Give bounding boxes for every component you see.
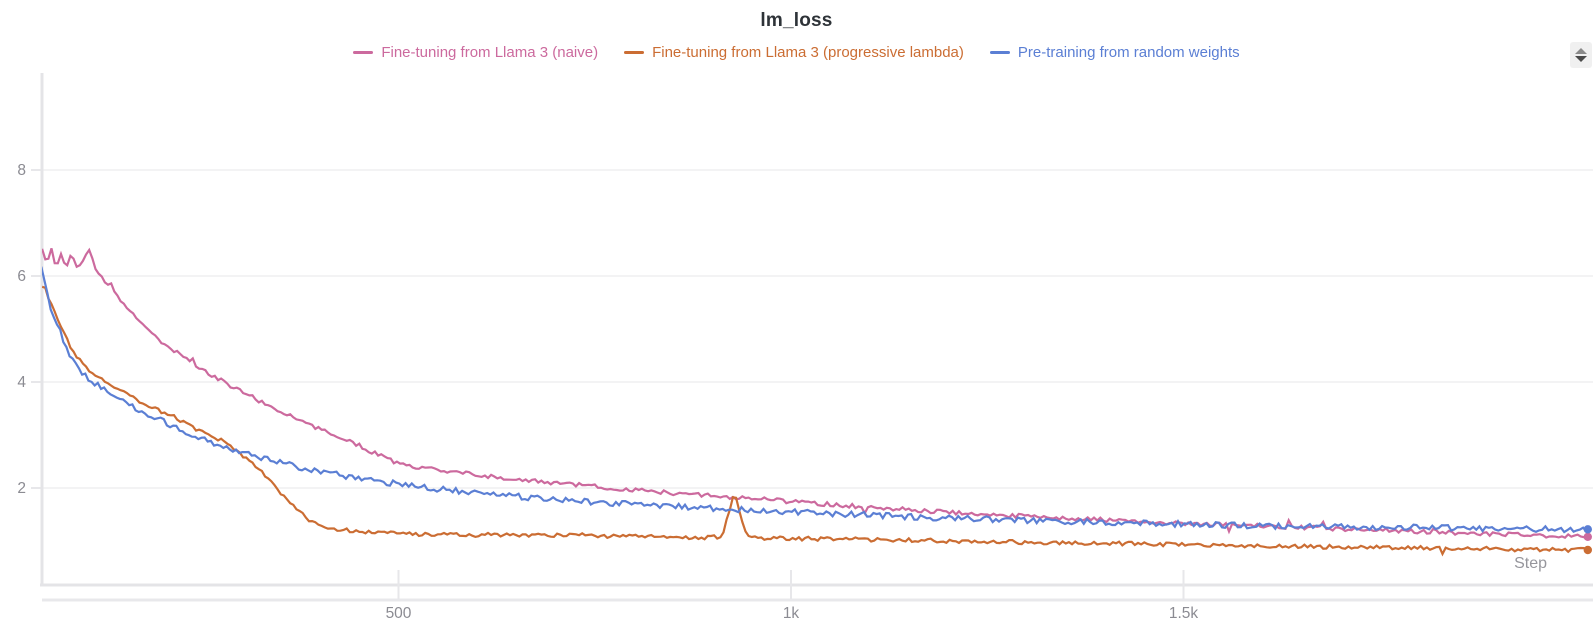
- legend-swatch-icon: [353, 51, 374, 54]
- y-tick-label: 2: [17, 480, 26, 497]
- x-tick-label: 1.5k: [1169, 605, 1199, 622]
- y-tick-label: 4: [17, 374, 26, 391]
- y-tick-label: 6: [17, 268, 26, 285]
- legend-swatch-icon: [624, 51, 645, 54]
- chart-legend: Fine-tuning from Llama 3 (naive) Fine-tun…: [0, 44, 1593, 61]
- legend-label: Fine-tuning from Llama 3 (progressive la…: [652, 44, 964, 61]
- panel-stepper-control[interactable]: [1570, 42, 1592, 68]
- legend-item-0[interactable]: Fine-tuning from Llama 3 (naive): [353, 44, 598, 61]
- legend-item-2[interactable]: Pre-training from random weights: [989, 44, 1240, 61]
- series-end-dot-0: [1583, 532, 1593, 541]
- arrow-up-icon: [1575, 48, 1587, 54]
- series-line-1[interactable]: [42, 285, 1589, 557]
- series-end-dot-1: [1583, 545, 1593, 555]
- x-axis-title: Step: [1514, 555, 1547, 572]
- legend-label: Fine-tuning from Llama 3 (naive): [381, 44, 599, 61]
- x-tick-label: 500: [386, 605, 412, 622]
- y-tick-label: 8: [17, 162, 26, 179]
- arrow-down-icon: [1575, 56, 1587, 62]
- legend-label: Pre-training from random weights: [1017, 44, 1240, 61]
- chart-title: lm_loss: [760, 10, 833, 31]
- legend-item-1[interactable]: Fine-tuning from Llama 3 (progressive la…: [624, 44, 964, 61]
- series-line-0[interactable]: [42, 247, 1589, 540]
- x-tick-label: 1k: [783, 605, 800, 622]
- legend-swatch-icon: [989, 51, 1010, 54]
- series-line-2[interactable]: [41, 266, 1589, 534]
- series-end-dot-2: [1583, 525, 1593, 534]
